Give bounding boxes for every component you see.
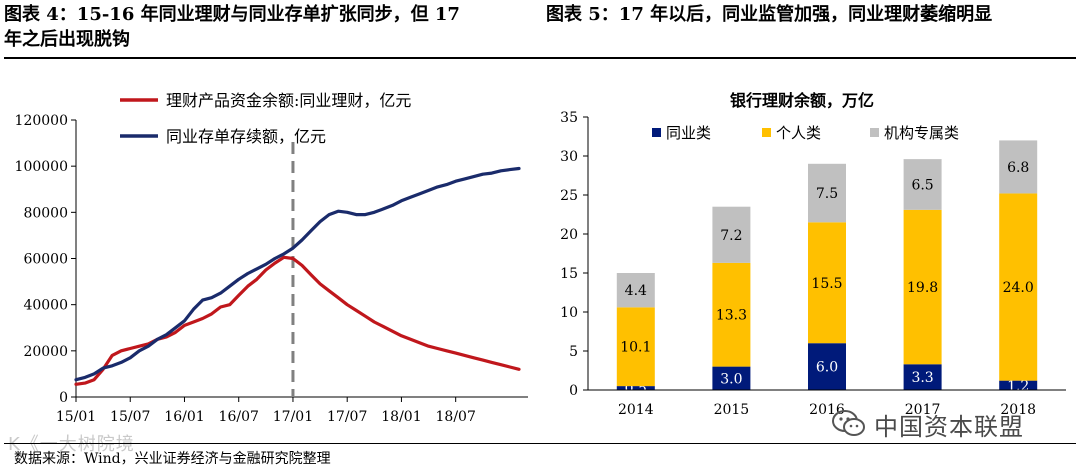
- x-tick-label: 16/01: [164, 409, 204, 425]
- y-tick-label: 35: [560, 110, 578, 126]
- y-tick-label: 30: [560, 149, 578, 165]
- bar-segment-institutional: [999, 140, 1038, 194]
- bar-value-label: 19.8: [907, 280, 938, 296]
- y-tick-label: 10: [560, 305, 578, 321]
- x-tick-label: 18/07: [436, 409, 476, 425]
- y-tick-label: 20000: [23, 344, 68, 360]
- y-tick-label: 120000: [15, 113, 68, 129]
- watermark-right-text: 中国资本联盟: [874, 412, 1024, 441]
- x-tick-label: 2014: [618, 402, 654, 418]
- legend-label: 同业存单存续额，亿元: [166, 127, 326, 146]
- legend-swatch: [652, 128, 661, 137]
- bar-value-label: 13.3: [716, 308, 747, 324]
- y-tick-label: 100000: [15, 159, 68, 175]
- bar-value-label: 7.5: [816, 186, 838, 202]
- watermark-left: K《一大树院境: [8, 434, 135, 455]
- bar-value-label: 15.5: [811, 276, 842, 292]
- y-tick-label: 20: [560, 227, 578, 243]
- bar-segment-interbank: [903, 364, 942, 390]
- line-chart-y-axis: 0 20000 40000 60000 80000 100000 120000: [15, 113, 77, 406]
- bar-value-label: 24.0: [1003, 280, 1034, 296]
- y-tick-label: 25: [560, 188, 578, 204]
- x-tick-label: 15/07: [110, 409, 150, 425]
- bar-segment-institutional: [712, 206, 751, 263]
- x-tick-label: 2015: [714, 402, 750, 418]
- bar-value-label: 4.4: [625, 283, 647, 299]
- bar-segment-retail: [712, 262, 751, 367]
- x-tick-label: 15/01: [56, 409, 96, 425]
- figure-4-title: 图表 4：15-16 年同业理财与同业存单扩张同步，但 17: [4, 4, 460, 25]
- wechat-icon: [832, 410, 865, 436]
- y-tick-label: 60000: [23, 252, 68, 268]
- legend-swatch: [870, 128, 879, 137]
- bar-chart-y-axis: 0 5 10 15 20 25 30 35: [560, 110, 589, 399]
- bar-value-label: 7.2: [720, 228, 742, 244]
- x-tick-label: 17/01: [273, 409, 313, 425]
- source-note: 数据来源：Wind，兴业证券经济与金融研究院整理: [14, 451, 331, 467]
- bar-segment-institutional: [903, 159, 942, 210]
- bar-segment-institutional: [808, 163, 846, 223]
- bar-value-label: 10.1: [620, 340, 651, 356]
- x-tick-label: 17/07: [327, 409, 367, 425]
- line-chart-x-axis: 15/01 15/07 16/01 16/07 17/01 17/07 18/01 18/07: [56, 396, 528, 425]
- bar-value-label: 6.8: [1007, 160, 1029, 176]
- legend-label: 机构专属类: [884, 124, 959, 142]
- bar-value-label: 6.0: [816, 360, 838, 376]
- bar-value-label: 3.0: [720, 371, 742, 387]
- bar-value-label: 6.5: [911, 177, 933, 193]
- series-line-ncd-outstanding: [74, 166, 521, 382]
- y-tick-label: 0: [569, 383, 578, 399]
- bar-value-label: 3.3: [911, 370, 933, 386]
- x-tick-label: 16/07: [219, 409, 259, 425]
- y-tick-label: 0: [59, 390, 68, 406]
- line-chart-series: [74, 166, 521, 386]
- bar-chart-bars: 0.510.14.43.013.37.26.015.57.53.319.86.5…: [616, 140, 1038, 397]
- bar-segment-retail: [999, 193, 1038, 381]
- figure-5-title: 图表 5：17 年以后，同业监管加强，同业理财萎缩明显: [546, 4, 993, 25]
- x-tick-label: 18/01: [381, 409, 421, 425]
- legend-label: 理财产品资金余额:同业理财，亿元: [166, 91, 411, 110]
- bar-segment-interbank: [616, 386, 655, 390]
- footer-divider: [4, 443, 1076, 444]
- bar-chart-legend: 同业类 个人类 机构专属类: [652, 124, 959, 142]
- bar-segment-retail: [903, 209, 942, 365]
- y-tick-label: 5: [569, 344, 578, 360]
- bar-value-label: 1.2: [1007, 378, 1029, 394]
- bar-segment-institutional: [616, 273, 655, 308]
- legend-swatch: [762, 128, 771, 137]
- bar-segment-interbank: [712, 366, 751, 390]
- header-divider: [4, 57, 1076, 59]
- legend-label: 个人类: [776, 124, 821, 142]
- bar-chart-x-axis: 2014 2015 2016 2017 2018: [588, 389, 1066, 418]
- figure-4-title-line2: 年之后出现脱钩: [4, 29, 130, 50]
- y-tick-label: 15: [560, 266, 578, 282]
- bar-chart-title: 银行理财余额，万亿: [730, 91, 874, 110]
- y-tick-label: 40000: [23, 298, 68, 314]
- x-tick-label: 2017: [905, 402, 941, 418]
- y-tick-label: 80000: [23, 205, 68, 221]
- bar-segment-interbank: [999, 380, 1038, 390]
- bar-segment-retail: [616, 307, 655, 387]
- x-tick-label: 2018: [1000, 402, 1036, 418]
- legend-label: 同业类: [666, 124, 711, 142]
- bar-segment-retail: [808, 222, 846, 344]
- watermark-right: 中国资本联盟: [832, 406, 1072, 442]
- bar-segment-interbank: [808, 343, 846, 390]
- series-line-wealth-interbank: [74, 255, 521, 386]
